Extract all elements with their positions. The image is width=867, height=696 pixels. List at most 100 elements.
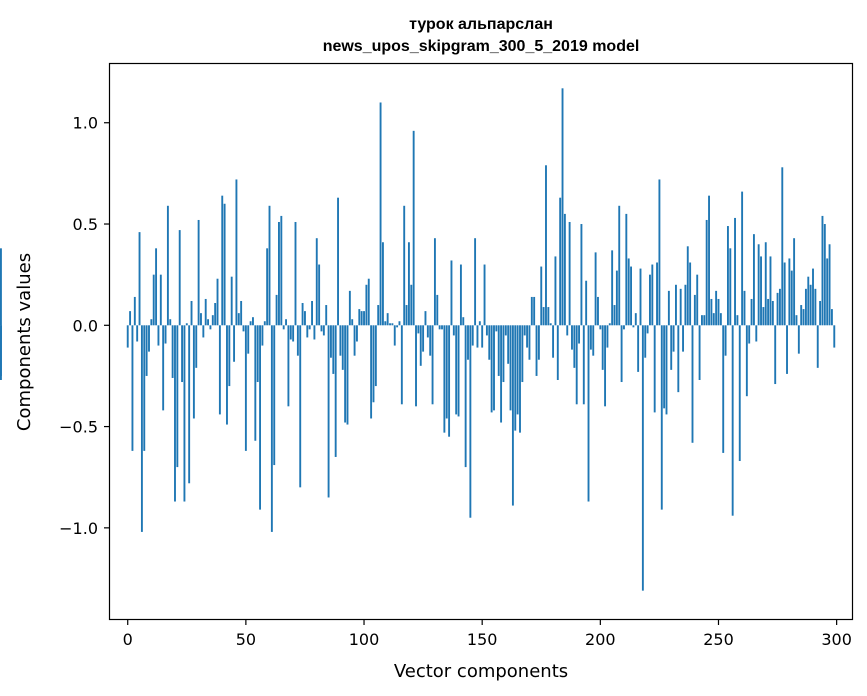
bar	[578, 325, 581, 344]
bar	[774, 325, 777, 385]
bar	[571, 325, 573, 350]
bar	[599, 325, 602, 330]
bar	[726, 226, 729, 326]
bar	[750, 298, 753, 326]
bar	[207, 319, 210, 326]
bar	[396, 325, 399, 328]
bar	[183, 325, 186, 502]
bar	[339, 325, 342, 356]
bar	[242, 325, 245, 332]
bar	[235, 179, 238, 326]
bar	[507, 325, 510, 364]
bar	[561, 88, 564, 326]
bar	[438, 325, 441, 330]
bar	[308, 325, 311, 330]
bar	[554, 256, 557, 326]
bar	[734, 217, 736, 326]
bar	[320, 325, 323, 332]
bar	[535, 325, 538, 376]
bar	[275, 294, 278, 326]
bar	[708, 195, 710, 326]
bar	[353, 325, 356, 356]
bar	[731, 325, 734, 516]
chart-title: турок альпарслан	[409, 16, 553, 33]
bar	[422, 325, 425, 352]
bar	[552, 325, 555, 358]
bar	[705, 219, 708, 326]
bar	[126, 325, 129, 348]
bar	[644, 325, 647, 358]
bar	[358, 309, 361, 326]
bar	[563, 213, 566, 326]
bar	[592, 325, 595, 356]
bar	[701, 315, 703, 326]
bar	[745, 325, 748, 397]
bar	[665, 325, 668, 415]
bar	[136, 325, 139, 342]
bar	[195, 325, 198, 368]
bar	[159, 274, 162, 326]
bar	[341, 325, 344, 370]
bar	[502, 325, 505, 383]
bar	[202, 325, 205, 338]
bar	[393, 325, 396, 346]
bar	[729, 248, 732, 326]
bar	[252, 317, 254, 326]
bar	[724, 325, 727, 356]
bar	[155, 248, 158, 326]
bar	[259, 325, 261, 510]
bar	[573, 325, 576, 368]
bar	[209, 325, 212, 330]
bar	[677, 325, 680, 393]
bar	[526, 325, 529, 348]
bar	[804, 288, 807, 326]
bar	[478, 321, 481, 326]
bar	[474, 238, 477, 326]
bar	[722, 325, 725, 453]
bar	[221, 195, 224, 326]
bar	[360, 311, 363, 326]
bar	[672, 325, 675, 352]
bar	[384, 321, 387, 326]
bar	[682, 325, 684, 352]
bar	[762, 307, 765, 326]
bar	[431, 325, 434, 405]
bar	[174, 325, 176, 502]
bar	[738, 325, 741, 462]
bar	[228, 325, 231, 387]
bar	[226, 325, 228, 425]
y-axis-ticks: −1.0 −0.5 0.0 0.5 1.0	[59, 114, 110, 538]
bar	[608, 323, 611, 326]
bar	[327, 325, 330, 498]
bar	[143, 325, 146, 451]
bar	[188, 325, 191, 484]
bar	[429, 325, 432, 356]
bar	[322, 325, 325, 336]
bar	[405, 305, 408, 326]
bar	[566, 325, 569, 336]
bar	[441, 325, 443, 330]
bar	[615, 270, 618, 326]
bar	[0, 325, 2, 376]
bar	[464, 325, 467, 468]
bar	[476, 325, 479, 348]
x-tick-label: 150	[467, 630, 498, 649]
bar	[467, 325, 469, 360]
bar	[417, 325, 420, 334]
bar	[138, 232, 141, 326]
bar	[743, 290, 746, 326]
bar	[386, 313, 389, 326]
bar	[133, 296, 136, 326]
bar	[436, 294, 439, 326]
bar	[511, 325, 514, 506]
bar	[497, 325, 500, 376]
bar	[760, 256, 762, 326]
bar	[623, 325, 625, 330]
bar	[809, 284, 812, 326]
bar	[778, 288, 781, 326]
bar	[613, 305, 616, 326]
bar	[150, 319, 153, 326]
y-tick-label: −1.0	[59, 519, 98, 538]
bar	[162, 325, 165, 411]
bar	[675, 284, 677, 326]
